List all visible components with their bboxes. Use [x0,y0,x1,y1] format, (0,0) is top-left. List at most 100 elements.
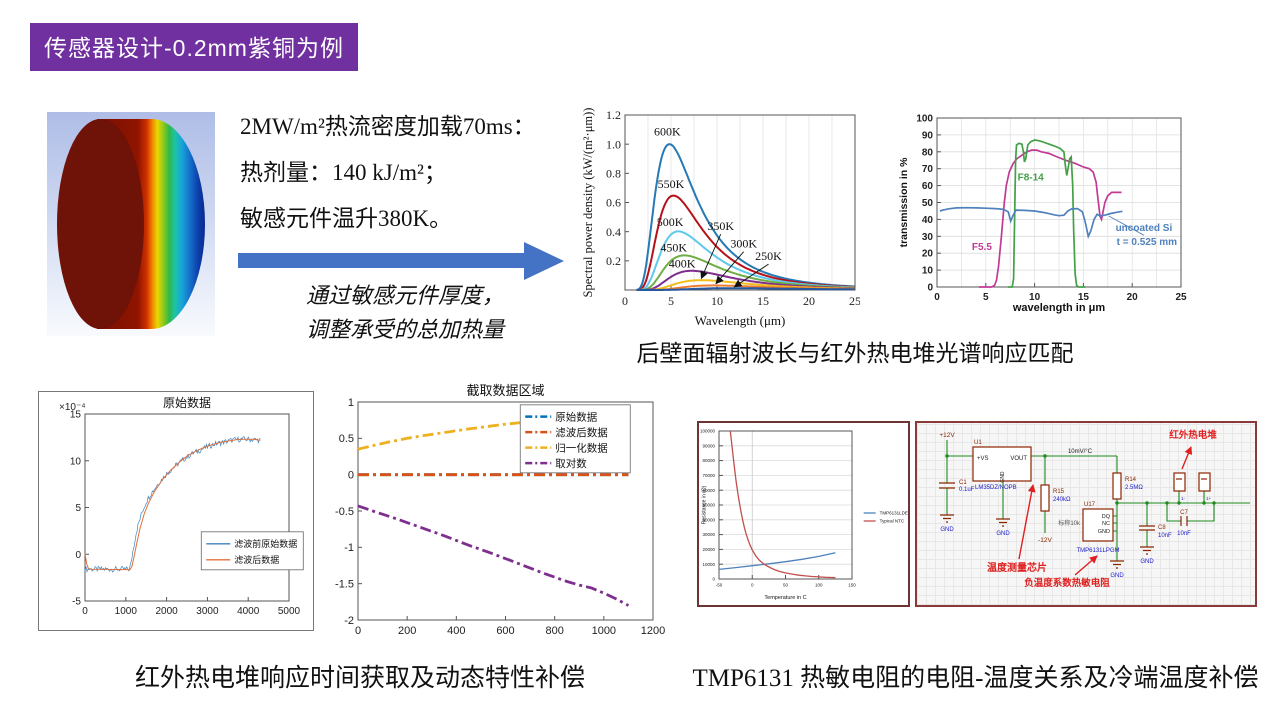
annotation-label: F5.5 [972,242,992,253]
u1-pin-vs: +VS [977,456,989,462]
x-tick-label: 0 [82,606,88,617]
y-tick-label: 0 [348,470,354,482]
x-tick-label: 5 [668,294,674,308]
x-tick-label: -50 [716,583,723,588]
annotation-label: t = 0.525 mm [1117,237,1177,248]
u1-pin-vout: VOUT [1010,456,1027,462]
y-tick-label: 10 [922,266,934,277]
transmission-svg: 0 5 10 15 20 25 0 10 20 30 40 50 60 70 80 90 100 F8-14 F5.… [898,114,1187,315]
annotation-ntc: 负温度系数热敏电阻 [1024,577,1110,589]
y-tick-label: 0.2 [606,254,621,268]
y-tick-label: 0 [712,577,715,582]
heat-load-text: 2MW/m²热流密度加载70ms： 热剂量：140 kJ/m²； 敏感元件温升3… [240,104,580,242]
y-axis-label: Spectral power density (kW/(m²·μm)) [581,108,595,298]
y-tick-label: 60 [922,181,934,192]
u1-pin-gnd: GND [1000,471,1006,483]
y-axis-label: Resistance in (Ω) [702,485,708,524]
x-tick-label: 10 [711,294,723,308]
cropped-svg: 0 200 400 600 800 1000 1200 -2 -1.5 -1 -0.5 0 0.5 1 截取… [335,383,665,637]
annotation-label: 350K [707,219,734,233]
x-tick-label: 2000 [155,606,178,617]
legend-label: 滤波前原始数据 [234,538,297,549]
legend-label: 滤波后数据 [234,554,279,565]
x-tick-label: 0 [934,292,940,303]
caption-response-time: 红外热电堆响应时间获取及动态特性补偿 [134,665,585,692]
right-arrow-shaft [238,253,524,268]
u17-part-number: TMP6131LPGM [1076,548,1119,554]
arrow-note-line2: 调整承受的总加热量 [305,317,504,342]
x-tick-label: 4000 [237,606,260,617]
thermopile-neg-label: 1- [1181,496,1186,501]
x-tick-label: 0 [622,294,628,308]
annotation-arrow [733,263,769,288]
annotation-label: F8-14 [1018,173,1045,184]
y-tick-label: 0 [75,550,81,561]
x-tick-label: 5000 [278,606,301,617]
u17-pin-nc: NC [1102,521,1110,527]
annotation-arrow [700,234,722,280]
caption-tmp6131: TMP6131 热敏电阻的电阻-温度关系及冷端温度补偿 [692,665,1259,692]
y-tick-label: 30000 [702,532,715,537]
u1-part-number: LM35DZ/NOPB [975,485,1017,491]
annotation-thermopile: 红外热电堆 [1169,429,1217,441]
slide-title-banner: 传感器设计-0.2mm紫铜为例 [30,23,358,71]
y-tick-label: 30 [922,232,934,243]
series-归一化数据 [357,420,528,451]
y-tick-label: -2 [344,615,354,627]
r14-value: 2.5MΩ [1125,485,1143,491]
x-tick-label: 1200 [641,625,665,637]
annotation-label: 450K [660,240,687,254]
tmp6131-resistance-chart: -50 0 50 100 150 0 10000 20000 30000 40000 50000 60… [697,421,915,607]
circuit-schematic-svg: +12V U1 +VS VOUT GND LM35DZ/NOPB C1 0.1u… [939,429,1250,589]
legend-label: Typical NTC [880,519,905,524]
x-tick-label: 200 [398,625,416,637]
series-F8-14 [1008,139,1086,288]
heat-load-line2: 热剂量：140 kJ/m²； [240,160,447,185]
neg12-label: -12V [1038,537,1052,544]
c1-designator: C1 [959,480,967,486]
c1-value: 0.1uF [959,487,975,493]
tmp-svg: -50 0 50 100 1500100002000030000400005000060… [700,429,915,601]
gnd-label: GND [940,527,954,533]
y-tick-label: -0.5 [335,506,354,518]
legend-label: 原始数据 [555,410,597,423]
heat-load-line1: 2MW/m²热流密度加载70ms： [240,114,536,139]
x-tick-label: 150 [848,583,856,588]
x-tick-label: 1000 [592,625,616,637]
y-tick-label: 1.0 [606,137,621,151]
y-tick-label: 20000 [702,547,715,552]
circuit-components [939,446,1211,569]
legend-box [519,404,631,474]
x-tick-label: 20 [1127,292,1139,303]
y-tick-label: 100 [916,114,933,125]
raw-data-chart: 0 1000 2000 3000 4000 5000 -5 0 5 10 15 原始数据 ×10⁻⁴ 滤波… [38,391,314,631]
y-tick-label: 20 [922,249,934,260]
r14-designator: R14 [1125,477,1137,483]
y-tick-label: 15 [70,410,82,421]
y-tick-label: 80000 [702,458,715,463]
y-tick-label: 0.5 [339,433,354,445]
y-tick-label: -5 [72,597,81,608]
c7-value: 10nF [1177,531,1191,537]
x-tick-label: 3000 [196,606,219,617]
y-tick-label: -1 [344,542,354,554]
y-tick-label: 90 [922,130,934,141]
y-tick-label: 90000 [702,443,715,448]
series-uncoated Si t = 0.525 mm [939,206,1123,239]
legend-label: 归一化数据 [555,441,608,454]
x-axis-label: Temperature in C [764,595,806,601]
annotation-arrow [715,251,745,285]
y-tick-label: 80 [922,147,934,158]
y-tick-label: 1 [348,397,354,409]
annotation-label: 300K [730,237,757,251]
thermal-disk-face [57,118,145,330]
y-tick-label: 100000 [700,429,716,434]
legend-label: TMP6131LDECR [880,511,908,516]
y-tick-label: 0.8 [606,167,621,181]
annotation-label: 600K [654,124,681,138]
x-axis-label: Wavelength (μm) [695,313,786,328]
annotation-label: 250K [755,249,782,263]
series-250K [636,287,855,291]
circuit-junctions [945,454,1216,505]
annotation-arrow [1108,215,1145,236]
